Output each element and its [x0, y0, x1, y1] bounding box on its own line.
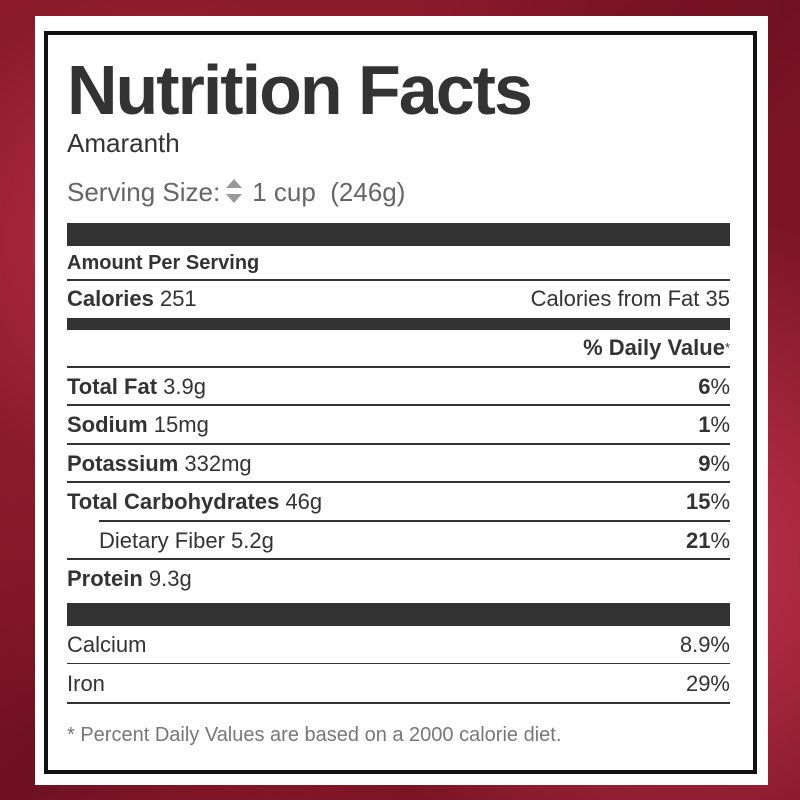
- calories-fat-label: Calories from Fat: [530, 286, 700, 311]
- mineral-label: Iron: [67, 671, 105, 696]
- food-name: Amaranth: [67, 128, 180, 158]
- footnote: * Percent Daily Values are based on a 20…: [67, 721, 730, 749]
- nutrient-label: Protein: [67, 566, 143, 591]
- nutrition-label: Nutrition Facts Amaranth Serving Size: 1 …: [35, 16, 768, 785]
- nutrient-amount: 46g: [285, 489, 323, 514]
- divider: [67, 366, 730, 368]
- divider: [67, 558, 730, 560]
- label-title: Nutrition Facts: [67, 51, 533, 129]
- amount-per-serving-label: Amount Per Serving: [67, 252, 260, 274]
- asterisk: *: [724, 340, 730, 355]
- mineral-row-iron: Iron 29%: [67, 670, 730, 698]
- percent-sign: %: [710, 374, 730, 399]
- nutrient-label: Sodium: [67, 412, 148, 437]
- serving-amount[interactable]: 1 cup: [252, 176, 316, 207]
- nutrient-amount: 3.9g: [163, 374, 206, 399]
- percent-sign: %: [710, 412, 730, 437]
- medium-divider: [67, 318, 730, 330]
- thick-divider: [67, 603, 730, 626]
- sort-arrows-icon[interactable]: [224, 175, 244, 213]
- nutrient-dv: 1: [698, 412, 711, 437]
- mineral-label: Calcium: [67, 632, 147, 657]
- divider: [67, 702, 730, 704]
- daily-value-label: % Daily Value: [583, 335, 725, 360]
- divider: [67, 279, 730, 281]
- nutrient-label: Potassium: [67, 451, 179, 476]
- nutrient-dv: 21: [685, 528, 711, 553]
- daily-value-header: % Daily Value *: [67, 334, 730, 362]
- nutrient-row-total-carbohydrates: Total Carbohydrates 46g 15%: [67, 488, 730, 516]
- percent-sign: %: [710, 528, 730, 553]
- nutrient-row-dietary-fiber: Dietary Fiber 5.2g 21%: [99, 527, 730, 555]
- nutrient-label: Total Carbohydrates: [67, 489, 280, 514]
- percent-sign: %: [710, 451, 730, 476]
- divider: [99, 520, 730, 522]
- divider: [67, 481, 730, 483]
- amount-per-serving: Amount Per Serving: [67, 249, 730, 277]
- divider: [67, 443, 730, 445]
- nutrient-amount: 332mg: [184, 451, 252, 476]
- mineral-row-calcium: Calcium 8.9%: [67, 631, 730, 659]
- calories-value: 251: [159, 286, 197, 311]
- thick-divider: [67, 223, 730, 246]
- nutrient-amount: 15mg: [153, 412, 209, 437]
- nutrient-dv: 15: [685, 489, 711, 514]
- nutrient-dv: 6: [698, 374, 711, 399]
- calories-label: Calories: [67, 286, 154, 311]
- divider: [67, 663, 730, 664]
- divider: [67, 404, 730, 406]
- mineral-value: 8.9%: [679, 632, 730, 657]
- nutrient-row-total-fat: Total Fat 3.9g 6%: [67, 373, 730, 401]
- serving-weight: (246g): [330, 176, 406, 207]
- nutrient-label: Total Fat: [67, 374, 158, 399]
- serving-label: Serving Size:: [67, 176, 221, 207]
- serving-size: Serving Size: 1 cup (246g): [67, 175, 730, 213]
- mineral-value: 29%: [685, 671, 730, 696]
- footnote-text: * Percent Daily Values are based on a 20…: [67, 724, 562, 746]
- percent-sign: %: [710, 489, 730, 514]
- label-border: [44, 31, 757, 774]
- calories-row: Calories 251 Calories from Fat 35: [67, 285, 730, 313]
- nutrient-amount: 5.2g: [231, 528, 274, 553]
- calories-fat-value: 35: [705, 286, 730, 311]
- nutrient-row-potassium: Potassium 332mg 9%: [67, 450, 730, 478]
- nutrient-label: Dietary Fiber: [99, 528, 225, 553]
- nutrient-row-sodium: Sodium 15mg 1%: [67, 411, 730, 439]
- nutrient-amount: 9.3g: [148, 566, 192, 591]
- nutrient-row-protein: Protein 9.3g: [67, 565, 730, 593]
- nutrient-dv: 9: [698, 451, 711, 476]
